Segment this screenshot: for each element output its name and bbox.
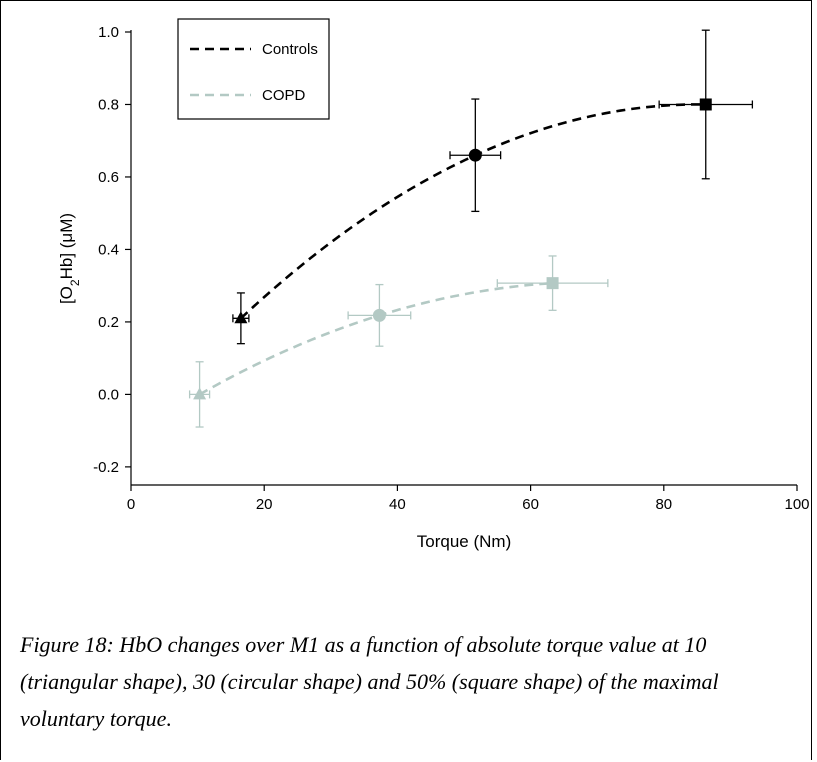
circle-marker	[468, 148, 482, 162]
legend-box	[177, 18, 330, 120]
triangle-marker	[234, 311, 248, 324]
data-point	[496, 255, 609, 311]
x-tick-label: 20	[256, 496, 273, 513]
y-tick-label: -0.2	[93, 459, 119, 476]
data-point	[232, 292, 250, 345]
data-point	[449, 98, 502, 213]
curve-copd	[198, 281, 553, 396]
x-axis-title: Torque (Nm)	[417, 532, 511, 551]
x-tick-label: 40	[389, 496, 406, 513]
x-tick-label: 0	[127, 496, 135, 513]
y-tick-label: 0.8	[98, 96, 119, 113]
y-tick-label: 0.2	[98, 314, 119, 331]
y-axis-title-part: Hb] (μM)	[57, 213, 76, 279]
figure-caption: Figure 18: HbO changes over M1 as a func…	[20, 632, 719, 731]
legend-label: COPD	[262, 87, 306, 104]
circle-marker	[372, 308, 386, 322]
triangle-marker	[193, 387, 207, 400]
y-tick-label: 1.0	[98, 24, 119, 41]
x-tick-label: 100	[784, 496, 809, 513]
data-point	[188, 361, 211, 428]
square-marker	[546, 277, 559, 290]
axes: -0.2 0.0 0.2 0.4 0.6 0.8 1.0 0 20 40 60 80 100	[93, 24, 809, 513]
fitted-curves	[198, 103, 706, 396]
y-axis-title: [O2Hb] (μM)	[57, 213, 82, 304]
square-marker	[699, 98, 712, 111]
y-tick-label: 0.6	[98, 169, 119, 186]
y-tick-label: 0.0	[98, 386, 119, 403]
y-axis-title-part: [O	[57, 286, 76, 304]
y-tick-label: 0.4	[98, 241, 119, 258]
hbo-torque-chart: -0.2 0.0 0.2 0.4 0.6 0.8 1.0 0 20 40 60 80 100 Contr…	[57, 18, 810, 551]
data-point	[347, 283, 412, 347]
x-tick-label: 60	[522, 496, 539, 513]
data-point	[658, 29, 754, 180]
legend-label: Controls	[262, 41, 318, 58]
legend: Controls COPD	[177, 18, 330, 120]
data-points	[188, 29, 754, 428]
y-axis-title-subscript: 2	[68, 279, 82, 286]
x-tick-label: 80	[655, 496, 672, 513]
